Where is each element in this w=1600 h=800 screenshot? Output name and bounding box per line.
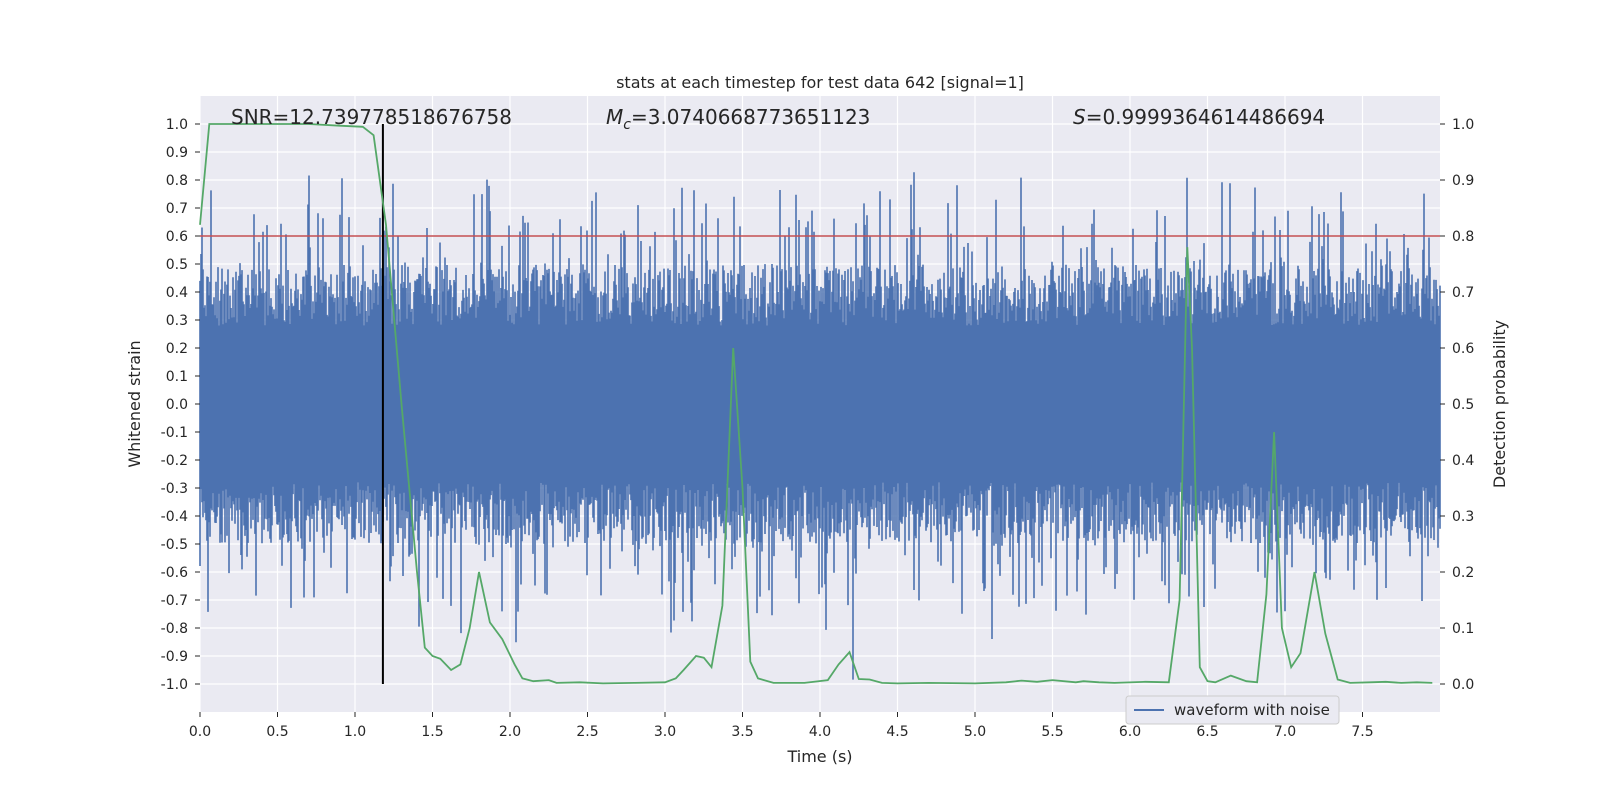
chirp-mass-symbol: M	[606, 105, 623, 129]
x-tick-label: 1.5	[421, 724, 443, 740]
x-tick-label: 7.5	[1351, 724, 1373, 740]
y2-tick-label: 0.3	[1452, 509, 1474, 525]
y2-tick-label: 0.9	[1452, 173, 1474, 189]
x-tick-label: 6.0	[1119, 724, 1141, 740]
y2-tick-label: 0.0	[1452, 677, 1474, 693]
y-tick-label: 0.2	[166, 341, 188, 357]
y2-tick-label: 0.2	[1452, 565, 1474, 581]
y-tick-label: -0.2	[161, 453, 188, 469]
x-tick-label: 4.5	[886, 724, 908, 740]
y2-axis-ticks: 1.0 0.9 0.8 0.7 0.6 0.5 0.4 0.3 0.2 0.1 0.0	[1440, 117, 1474, 693]
score-annotation: S=0.9999364614486694	[1073, 105, 1325, 129]
waveform-series	[199, 172, 1441, 680]
y-tick-label: -0.3	[161, 481, 188, 497]
y-tick-label: -0.4	[161, 509, 188, 525]
x-tick-label: 0.0	[189, 724, 211, 740]
x-tick-label: 1.0	[344, 724, 366, 740]
y2-tick-label: 0.6	[1452, 341, 1474, 357]
chirp-mass-value: =3.0740668773651123	[631, 105, 870, 129]
score-value: =0.9999364614486694	[1086, 105, 1325, 129]
x-tick-label: 3.0	[654, 724, 676, 740]
detection-probability-series	[199, 123, 1433, 685]
y-tick-label: 0.0	[166, 397, 188, 413]
x-tick-label: 3.5	[731, 724, 753, 740]
chart-title: stats at each timestep for test data 642…	[616, 73, 1024, 92]
y-tick-label: 0.1	[166, 369, 188, 385]
y-tick-label: -1.0	[161, 677, 188, 693]
y2-tick-label: 0.8	[1452, 229, 1474, 245]
y2-tick-label: 1.0	[1452, 117, 1474, 133]
x-tick-label: 5.5	[1041, 724, 1063, 740]
y-tick-label: 0.4	[166, 285, 188, 301]
y-tick-label: 0.7	[166, 201, 188, 217]
waveform-path	[199, 172, 1441, 680]
y-tick-label: -0.1	[161, 425, 188, 441]
y2-tick-label: 0.4	[1452, 453, 1474, 469]
legend-box	[1125, 695, 1340, 725]
x-tick-label: 6.5	[1196, 724, 1218, 740]
y-tick-label: -0.7	[161, 593, 188, 609]
y-tick-label: -0.5	[161, 537, 188, 553]
y-tick-label: 0.8	[166, 173, 188, 189]
y-axis-label: Whitened strain	[125, 340, 144, 467]
y2-axis-label: Detection probability	[1490, 320, 1509, 488]
legend: waveform with noise	[1125, 695, 1340, 725]
chirp-mass-subscript: c	[623, 117, 631, 133]
snr-annotation: SNR=12.739778518676758	[231, 105, 512, 129]
y-tick-label: -0.8	[161, 621, 188, 637]
x-tick-label: 2.5	[576, 724, 598, 740]
x-tick-label: 4.0	[809, 724, 831, 740]
y2-tick-label: 0.5	[1452, 397, 1474, 413]
score-symbol: S	[1073, 105, 1086, 129]
legend-entry: waveform with noise	[1174, 701, 1330, 719]
y2-tick-label: 0.7	[1452, 285, 1474, 301]
x-axis-ticks: 0.0 0.5 1.0 1.5 2.0 2.5 3.0 3.5 4.0 4.5 5.0 5.5 6.0 6…	[189, 712, 1374, 740]
y-tick-label: 1.0	[166, 117, 188, 133]
x-axis-label: Time (s)	[786, 747, 852, 766]
y-axis-ticks: 1.0 0.9 0.8 0.7 0.6 0.5 0.4 0.3 0.2 0.1 0.0 -0.1 -0.…	[161, 117, 200, 693]
chirp-mass-annotation: Mc=3.0740668773651123	[606, 105, 870, 133]
y-tick-label: 0.5	[166, 257, 188, 273]
x-tick-label: 5.0	[964, 724, 986, 740]
y-tick-label: -0.6	[161, 565, 188, 581]
x-tick-label: 0.5	[266, 724, 288, 740]
y2-tick-label: 0.1	[1452, 621, 1474, 637]
x-tick-label: 2.0	[499, 724, 521, 740]
y-tick-label: 0.9	[166, 145, 188, 161]
y-tick-label: -0.9	[161, 649, 188, 665]
y-tick-label: 0.3	[166, 313, 188, 329]
y-tick-label: 0.6	[166, 229, 188, 245]
x-tick-label: 7.0	[1274, 724, 1296, 740]
